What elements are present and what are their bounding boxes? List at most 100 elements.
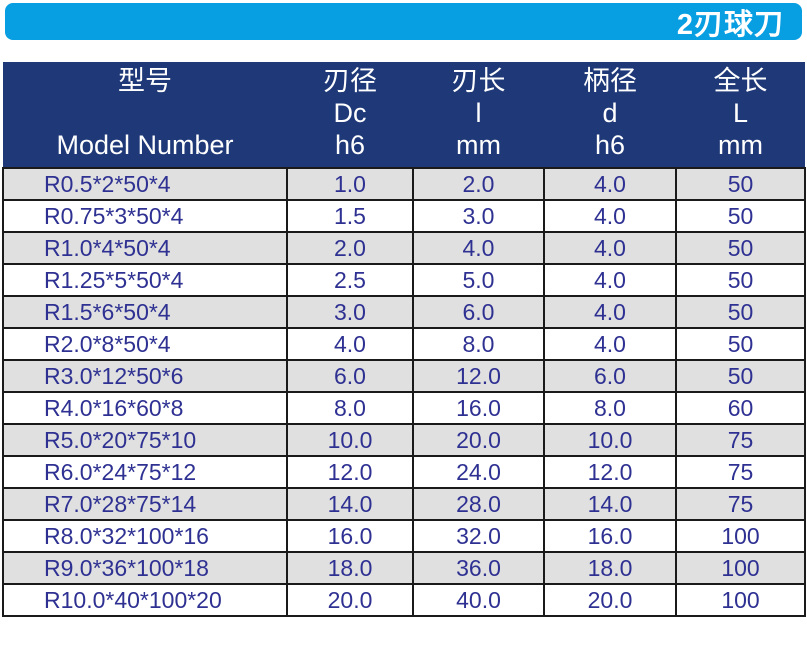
column-header-cutting-diameter: 刃径 Dc h6: [287, 62, 413, 168]
page-header-banner: 2刃球刀: [5, 3, 802, 41]
spec-value-cell: 3.0: [412, 199, 545, 233]
spec-value-cell: 40.0: [412, 583, 545, 617]
table-row: R10.0*40*100*20 20.0 40.0 20.0 100: [2, 583, 806, 617]
table-row: R1.25*5*50*4 2.5 5.0 4.0 50: [2, 263, 806, 297]
table-row: R0.5*2*50*4 1.0 2.0 4.0 50: [2, 167, 806, 201]
model-number-cell: R0.5*2*50*4: [2, 167, 288, 201]
spec-value-cell: 14.0: [286, 487, 414, 521]
table-header-row: 型号 Model Number 刃径 Dc h6 刃长 l mm: [3, 62, 805, 168]
model-number-cell: R0.75*3*50*4: [2, 199, 288, 233]
table-row: R5.0*20*75*10 10.0 20.0 10.0 75: [2, 423, 806, 457]
column-name-cn: 刃长: [451, 66, 506, 96]
spec-value-cell: 50: [675, 263, 806, 297]
model-number-cell: R3.0*12*50*6: [2, 359, 288, 393]
model-number-cell: R7.0*28*75*14: [2, 487, 288, 521]
table-row: R4.0*16*60*8 8.0 16.0 8.0 60: [2, 391, 806, 425]
model-number-cell: R1.0*4*50*4: [2, 231, 288, 265]
model-number-cell: R6.0*24*75*12: [2, 455, 288, 489]
spec-value-cell: 100: [675, 519, 806, 553]
table-row: R8.0*32*100*16 16.0 32.0 16.0 100: [2, 519, 806, 553]
spec-table: 型号 Model Number 刃径 Dc h6 刃长 l mm: [2, 62, 806, 617]
spec-value-cell: 2.0: [412, 167, 545, 201]
spec-value-cell: 6.0: [286, 359, 414, 393]
spec-value-cell: 6.0: [543, 359, 677, 393]
table-row: R1.5*6*50*4 3.0 6.0 4.0 50: [2, 295, 806, 329]
spec-value-cell: 20.0: [543, 583, 677, 617]
spec-value-cell: 4.0: [543, 327, 677, 361]
spec-value-cell: 4.0: [286, 327, 414, 361]
spec-value-cell: 75: [675, 423, 806, 457]
spec-value-cell: 8.0: [286, 391, 414, 425]
spec-value-cell: 36.0: [412, 551, 545, 585]
spec-value-cell: 8.0: [543, 391, 677, 425]
spec-value-cell: 12.0: [286, 455, 414, 489]
spec-value-cell: 5.0: [412, 263, 545, 297]
spec-value-cell: 75: [675, 455, 806, 489]
table-row: R7.0*28*75*14 14.0 28.0 14.0 75: [2, 487, 806, 521]
spec-value-cell: 12.0: [412, 359, 545, 393]
model-number-cell: R2.0*8*50*4: [2, 327, 288, 361]
column-name-cn: 柄径: [583, 66, 637, 96]
spec-value-cell: 60: [675, 391, 806, 425]
table-row: R1.0*4*50*4 2.0 4.0 4.0 50: [2, 231, 806, 265]
column-header-overall-length: 全长 L mm: [676, 62, 805, 168]
column-symbol: l: [475, 98, 482, 128]
spec-value-cell: 18.0: [543, 551, 677, 585]
spec-value-cell: 1.0: [286, 167, 414, 201]
spec-value-cell: 8.0: [412, 327, 545, 361]
model-number-cell: R1.25*5*50*4: [2, 263, 288, 297]
spec-value-cell: 1.5: [286, 199, 414, 233]
column-name-cn: 全长: [713, 66, 768, 96]
spec-value-cell: 20.0: [412, 423, 545, 457]
column-symbol: L: [732, 98, 749, 128]
model-number-cell: R5.0*20*75*10: [2, 423, 288, 457]
spec-value-cell: 16.0: [412, 391, 545, 425]
spec-value-cell: 20.0: [286, 583, 414, 617]
spec-value-cell: 100: [675, 583, 806, 617]
spec-value-cell: 24.0: [412, 455, 545, 489]
spec-value-cell: 4.0: [543, 263, 677, 297]
model-number-cell: R8.0*32*100*16: [2, 519, 288, 553]
spec-value-cell: 32.0: [412, 519, 545, 553]
column-unit: mm: [718, 130, 763, 160]
spec-value-cell: 16.0: [286, 519, 414, 553]
spec-value-cell: 10.0: [286, 423, 414, 457]
spec-value-cell: 75: [675, 487, 806, 521]
spec-value-cell: 4.0: [543, 167, 677, 201]
spec-value-cell: 16.0: [543, 519, 677, 553]
table-row: R0.75*3*50*4 1.5 3.0 4.0 50: [2, 199, 806, 233]
spec-value-cell: 4.0: [543, 231, 677, 265]
spec-value-cell: 2.0: [286, 231, 414, 265]
spec-value-cell: 50: [675, 199, 806, 233]
spec-value-cell: 50: [675, 327, 806, 361]
spec-value-cell: 4.0: [543, 295, 677, 329]
spec-value-cell: 2.5: [286, 263, 414, 297]
spec-value-cell: 3.0: [286, 295, 414, 329]
column-header-shank-diameter: 柄径 d h6: [544, 62, 676, 168]
column-symbol: Dc: [333, 98, 367, 128]
spec-value-cell: 4.0: [543, 199, 677, 233]
column-unit: mm: [456, 130, 501, 160]
table-row: R9.0*36*100*18 18.0 36.0 18.0 100: [2, 551, 806, 585]
spec-value-cell: 50: [675, 295, 806, 329]
column-header-model: 型号 Model Number: [3, 62, 287, 168]
column-unit: h6: [594, 130, 626, 160]
table-row: R3.0*12*50*6 6.0 12.0 6.0 50: [2, 359, 806, 393]
column-header-flute-length: 刃长 l mm: [413, 62, 544, 168]
spec-value-cell: 50: [675, 167, 806, 201]
spec-value-cell: 10.0: [543, 423, 677, 457]
spec-value-cell: 14.0: [543, 487, 677, 521]
model-number-cell: R10.0*40*100*20: [2, 583, 288, 617]
spec-value-cell: 100: [675, 551, 806, 585]
model-number-cell: R1.5*6*50*4: [2, 295, 288, 329]
spec-value-cell: 50: [675, 231, 806, 265]
column-symbol: d: [602, 98, 618, 128]
spec-value-cell: 50: [675, 359, 806, 393]
column-name-cn: 型号: [118, 66, 172, 96]
spec-table-body: R0.5*2*50*4 1.0 2.0 4.0 50 R0.75*3*50*4 1.5 3.0…: [2, 167, 806, 617]
table-row: R2.0*8*50*4 4.0 8.0 4.0 50: [2, 327, 806, 361]
spec-value-cell: 18.0: [286, 551, 414, 585]
page-title: 2刃球刀: [676, 8, 784, 41]
spec-value-cell: 6.0: [412, 295, 545, 329]
model-number-cell: R4.0*16*60*8: [2, 391, 288, 425]
